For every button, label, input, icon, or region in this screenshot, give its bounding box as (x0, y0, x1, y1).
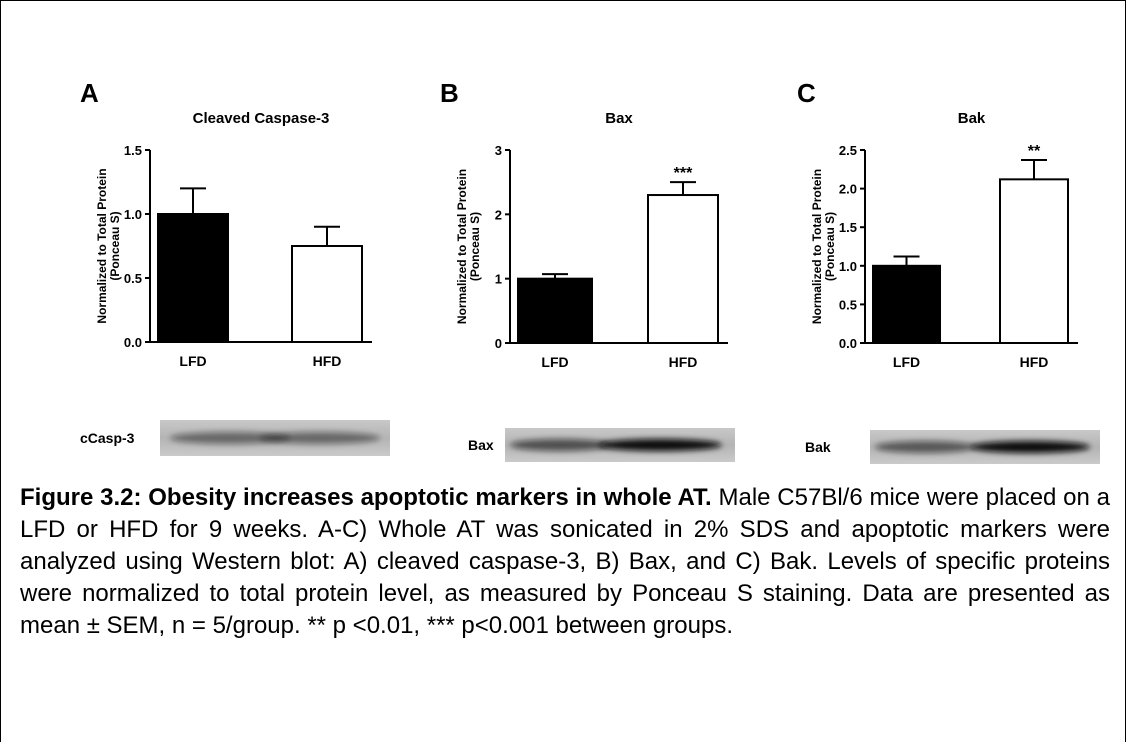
blot-band (875, 441, 975, 453)
blot-band (970, 441, 1090, 453)
blot-label: Bax (468, 437, 494, 453)
y-axis-label-line: (Ponceau S) (468, 212, 482, 281)
y-tick-label: 0.5 (124, 271, 142, 286)
significance-label: *** (674, 165, 693, 182)
caption-title: Figure 3.2: Obesity increases apoptotic … (20, 484, 712, 511)
bar (648, 195, 718, 343)
y-tick-label: 0 (495, 336, 502, 351)
chart-panel: B Bax Normalized to Total Protein(Ponceau … (440, 78, 735, 462)
page: A Cleaved Caspase-3 Normalized to Total Pr… (0, 0, 1128, 742)
x-tick-label: LFD (179, 353, 206, 369)
blot-band (598, 439, 722, 451)
bar (1000, 179, 1068, 343)
x-tick-label: HFD (1020, 354, 1049, 370)
y-tick-label: 2.5 (839, 143, 857, 158)
significance-label: ** (1028, 143, 1041, 160)
x-tick-label: LFD (893, 354, 920, 370)
bar (518, 279, 592, 343)
bar (292, 246, 362, 342)
chart-title: Cleaved Caspase-3 (193, 110, 330, 127)
y-tick-label: 1.0 (839, 259, 857, 274)
y-axis-label-line: (Ponceau S) (108, 211, 122, 280)
chart-panel: C Bak Normalized to Total Protein(Ponceau … (797, 78, 1100, 464)
bar (873, 266, 940, 343)
y-tick-label: 1.5 (839, 220, 857, 235)
y-axis-label: Normalized to Total Protein(Ponceau S) (810, 169, 837, 324)
y-axis-label: Normalized to Total Protein(Ponceau S) (455, 169, 482, 324)
blot-label: cCasp-3 (80, 430, 135, 446)
y-tick-label: 2.0 (839, 182, 857, 197)
x-tick-label: LFD (541, 354, 568, 370)
blot-band (510, 439, 610, 451)
panel-letter: A (80, 78, 99, 108)
y-axis-label-line: (Ponceau S) (823, 212, 837, 281)
chart-title: Bak (958, 110, 986, 127)
blot-label: Bak (805, 439, 831, 455)
figure-caption: Figure 3.2: Obesity increases apoptotic … (20, 482, 1110, 642)
panel-letter: B (440, 78, 459, 108)
blot-band (260, 432, 380, 444)
figure: A Cleaved Caspase-3 Normalized to Total Pr… (0, 0, 1128, 480)
y-tick-label: 1 (495, 272, 502, 287)
y-axis-label-line: Normalized to Total Protein (455, 169, 469, 324)
y-tick-label: 0.0 (839, 336, 857, 351)
chart-panel: A Cleaved Caspase-3 Normalized to Total Pr… (80, 78, 390, 456)
y-axis-label: Normalized to Total Protein(Ponceau S) (95, 168, 122, 323)
y-tick-label: 3 (495, 143, 502, 158)
y-axis-label-line: Normalized to Total Protein (95, 168, 109, 323)
bar (158, 214, 228, 342)
x-tick-label: HFD (313, 353, 342, 369)
panel-letter: C (797, 78, 816, 108)
y-tick-label: 0.5 (839, 297, 857, 312)
y-tick-label: 0.0 (124, 335, 142, 350)
y-tick-label: 2 (495, 207, 502, 222)
y-axis-label-line: Normalized to Total Protein (810, 169, 824, 324)
y-tick-label: 1.5 (124, 143, 142, 158)
x-tick-label: HFD (669, 354, 698, 370)
y-tick-label: 1.0 (124, 207, 142, 222)
chart-title: Bax (605, 110, 633, 127)
